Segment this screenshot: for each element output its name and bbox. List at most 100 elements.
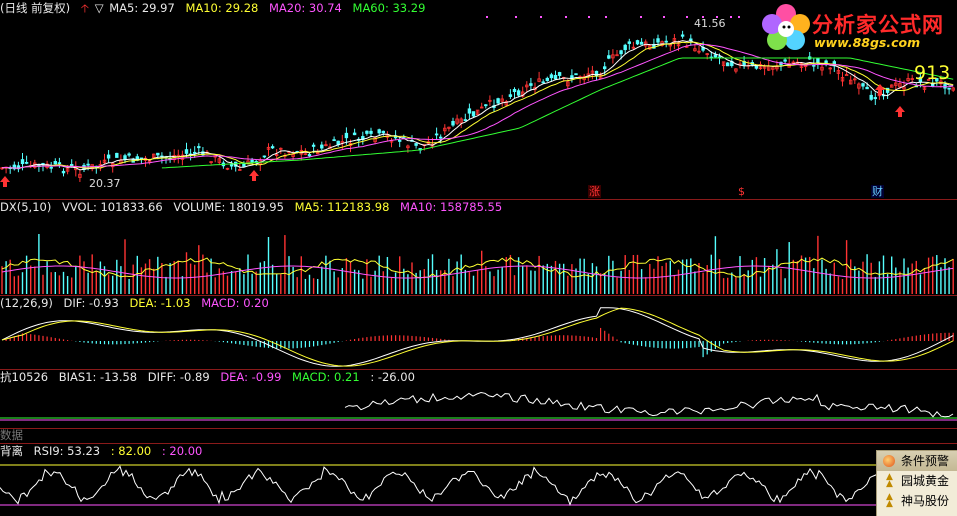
data-header-label: 数据	[0, 428, 23, 442]
up-arrow-icon: 🡡	[80, 1, 90, 15]
candle-body	[508, 94, 513, 97]
candle-body	[434, 133, 439, 136]
ma5-line	[1, 40, 954, 171]
candle-body	[291, 154, 295, 158]
candle-body	[820, 66, 824, 71]
candle-body	[86, 163, 90, 166]
condition-alert-window[interactable]: 条件预警 ▲ ▲ 园城黄金 ▲ ▲ 神马股份	[876, 450, 957, 516]
candle-body	[922, 86, 927, 90]
signal-dot	[486, 16, 488, 18]
candle-body	[381, 130, 385, 134]
volume-panel-header: DX(5,10) VVOL: 101833.66 VOLUME: 18019.9…	[0, 200, 509, 215]
candle-body	[156, 152, 160, 156]
candle-body	[697, 50, 701, 53]
logo-url[interactable]: www.88gs.com	[814, 35, 921, 50]
candle-body	[869, 94, 873, 100]
candle-body	[607, 55, 611, 59]
candle-body	[406, 145, 410, 149]
candle-body	[500, 98, 504, 102]
macd-header-params: (12,26,9)	[0, 296, 53, 310]
bias-header-macd: MACD: 0.21	[292, 370, 360, 384]
candle-body	[631, 46, 636, 49]
candle-body	[557, 72, 562, 76]
candle-body	[324, 144, 328, 147]
candle-body	[180, 154, 185, 160]
volume-header-vvol: VVOL: 101833.66	[61, 200, 163, 214]
candle-body	[775, 66, 779, 70]
signal-dot	[702, 16, 704, 18]
candle-body	[102, 159, 107, 164]
site-logo: 分析家公式网 www.88gs.com	[760, 0, 957, 56]
candle-body	[123, 155, 127, 161]
separator-main-volume	[0, 199, 957, 200]
signal-dot	[716, 16, 718, 18]
candle-body	[873, 97, 877, 100]
alert-window-title-bar[interactable]: 条件预警	[877, 451, 957, 471]
candle-body	[471, 111, 476, 117]
candle-body	[49, 166, 53, 169]
candle-body	[377, 129, 381, 134]
candle-body	[537, 78, 541, 82]
main-panel-header: (日线 前复权) 🡡 ▽ MA5: 29.97 MA10: 29.28 MA20…	[0, 1, 432, 16]
alert-window-title: 条件预警	[901, 454, 950, 468]
volume-ma10-line	[1, 265, 954, 279]
signal-dot	[738, 16, 740, 18]
main-header-ma20: MA20: 30.74	[268, 1, 342, 15]
candle-body	[16, 165, 21, 170]
candle-body	[951, 87, 955, 91]
rsi-header-name: 背离	[0, 444, 23, 458]
candle-body	[115, 152, 119, 158]
event-badge-finance[interactable]: 财	[871, 185, 884, 198]
candle-body	[479, 106, 484, 109]
bias-line	[344, 391, 954, 418]
candle-body	[680, 34, 685, 37]
double-up-arrow-icon: ▲ ▲	[886, 492, 893, 509]
candle-body	[352, 132, 357, 136]
candle-body	[225, 167, 230, 170]
volume-header-ma5: MA5: 112183.98	[294, 200, 390, 214]
candle-body	[250, 159, 254, 163]
macd-dif-line	[1, 307, 954, 367]
event-badge-rise[interactable]: 涨	[588, 185, 601, 198]
double-up-arrow-icon: ▲ ▲	[886, 472, 893, 489]
signal-dot	[565, 16, 567, 18]
candle-body	[828, 67, 832, 70]
candle-body	[906, 78, 910, 82]
candle-body	[0, 167, 4, 170]
volume-header-ma10: MA10: 158785.55	[400, 200, 503, 214]
buy-arrow-icon	[249, 170, 259, 181]
volume-header-volume: VOLUME: 18019.95	[173, 200, 284, 214]
candle-body	[496, 98, 500, 104]
candle-body	[902, 86, 906, 90]
candle-body	[799, 63, 804, 68]
candle-body	[238, 169, 242, 171]
candle-body	[151, 153, 156, 158]
candle-body	[840, 77, 845, 82]
bias-header-bias1: BIAS1: -13.58	[58, 370, 138, 384]
flower-logo-icon	[762, 4, 810, 50]
alert-item[interactable]: ▲ ▲ 神马股份	[877, 491, 957, 511]
candle-body	[693, 48, 697, 52]
event-badge-dividend[interactable]: $	[738, 185, 745, 198]
candle-body	[791, 61, 795, 64]
candle-body	[615, 54, 619, 57]
candle-body	[541, 81, 545, 84]
candle-body	[373, 137, 377, 143]
ma20-line	[1, 43, 954, 169]
candle-body	[885, 87, 890, 93]
bias-header-name: 抗10526	[0, 370, 49, 384]
candle-body	[61, 170, 66, 174]
candle-body	[512, 88, 517, 93]
candle-body	[447, 126, 451, 129]
candle-body	[78, 173, 82, 178]
buy-arrow-icon	[0, 176, 10, 187]
candle-body	[603, 66, 607, 70]
main-header-ma60: MA60: 33.29	[352, 1, 426, 15]
alert-item[interactable]: ▲ ▲ 园城黄金	[877, 471, 957, 491]
high-price-label: 41.56	[694, 17, 726, 30]
candle-body	[935, 78, 939, 82]
candle-body	[857, 83, 861, 89]
candle-body	[672, 38, 677, 43]
rsi-header-upper: : 82.00	[110, 444, 152, 458]
